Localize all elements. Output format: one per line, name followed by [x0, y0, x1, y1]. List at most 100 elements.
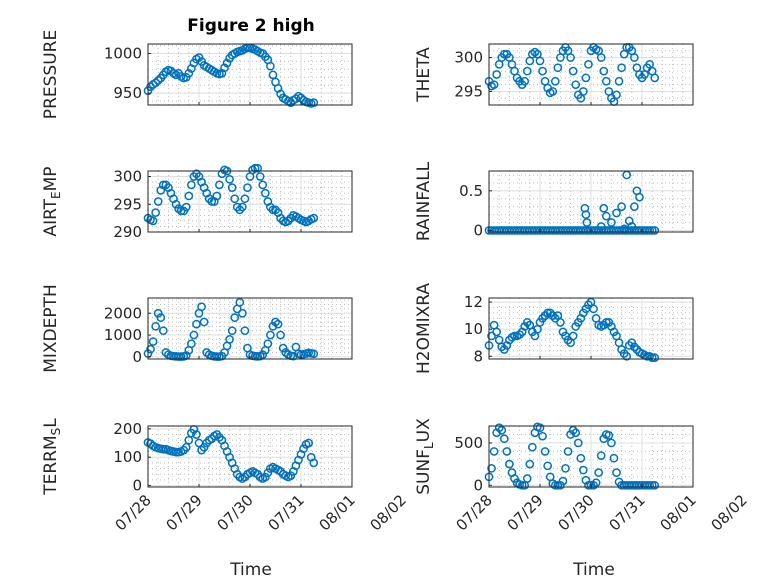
air-temp-data-point	[309, 213, 319, 223]
mixdepth-data-point	[187, 339, 196, 349]
terr-msl-x-tick-label: 07/28	[112, 491, 155, 534]
mixdepth-y-tick-label: 0	[132, 348, 142, 366]
sun-flux-data-point	[561, 464, 570, 473]
theta-data-point	[601, 76, 611, 86]
sun-flux-data-point	[584, 480, 593, 490]
air-temp-data-point	[171, 199, 181, 209]
h2omixra-data-point	[492, 327, 501, 337]
mixdepth-data-point	[278, 343, 288, 353]
rainfall-data-point	[612, 208, 621, 218]
theta-data-point	[553, 63, 563, 73]
air-temp-data-point	[230, 194, 240, 204]
sun-flux-data-point	[517, 480, 527, 490]
theta-y-tick-label: 295	[454, 82, 483, 100]
subplot-air-temp: 290 295 300 AIRTEMP	[41, 163, 353, 241]
air-temp-data-point	[258, 180, 268, 190]
air-temp-data-point	[253, 163, 262, 173]
mixdepth-data-point	[268, 321, 278, 331]
sun-flux-data-point	[596, 451, 606, 461]
terr-msl-data-point	[171, 447, 181, 457]
air-temp-data-point	[240, 194, 250, 204]
mixdepth-data-point	[156, 313, 166, 322]
h2omixra-data-point	[650, 353, 660, 362]
h2omixra-data-point	[522, 318, 532, 327]
air-temp-y-tick-label: 295	[113, 195, 142, 213]
mixdepth-data-point	[192, 319, 201, 329]
sun-flux-data-point	[543, 461, 553, 471]
h2omixra-y-axis-label: H2OMIXRA	[414, 283, 434, 374]
sun-flux-data-point	[538, 431, 547, 441]
air-temp-y-axis-label-subscript: E	[49, 191, 63, 199]
subplot-mixdepth: 0 1000 2000 MIXDEPTH	[41, 284, 353, 373]
h2omixra-data-point	[497, 342, 507, 352]
sun-flux-data-point	[505, 459, 514, 469]
terr-msl-data-point	[304, 438, 313, 448]
mixdepth-data-point	[240, 326, 250, 336]
rainfall-y-tick-label: 0	[473, 221, 483, 239]
subplot-sun-flux: 0 500 07/28 07/29 07/30 07/31 08/01 08/02 SUNFLU…	[414, 418, 751, 535]
mixdepth-data-point	[151, 321, 160, 331]
mixdepth-data-point	[276, 330, 285, 340]
sun-flux-data-point	[525, 459, 535, 469]
air-temp-data-point	[148, 216, 158, 226]
theta-data-point	[538, 66, 547, 76]
terr-msl-y-axis-label-rest: L	[41, 418, 61, 428]
terr-msl-x-tick-label: 07/29	[163, 491, 206, 534]
sun-flux-x-tick-label: 08/02	[708, 491, 751, 534]
air-temp-y-tick-label: 290	[113, 223, 142, 241]
rainfall-data-point	[647, 226, 657, 235]
sun-flux-data-point	[650, 480, 660, 490]
h2omixra-data-point	[624, 341, 634, 350]
mixdepth-data-point	[148, 337, 158, 346]
air-temp-data-point	[255, 172, 265, 181]
sun-flux-data-point	[645, 480, 655, 490]
sun-flux-data-point	[497, 425, 507, 435]
theta-data-point	[520, 76, 530, 86]
h2omixra-data-point	[630, 342, 639, 352]
mixdepth-data-point	[153, 308, 163, 318]
terr-msl-x-tick-label: 07/31	[265, 491, 308, 534]
subplot-rainfall: 0 0.5 RAINFALL	[414, 161, 694, 241]
air-temp-data-point	[250, 163, 260, 173]
mixdepth-data-point	[197, 302, 206, 312]
sun-flux-data-point	[558, 476, 568, 486]
sun-flux-data-point	[489, 447, 499, 456]
sun-flux-data-point	[579, 465, 588, 475]
sun-flux-data-point	[550, 480, 560, 490]
sun-flux-data-point	[581, 475, 591, 485]
h2omixra-data-point	[622, 351, 632, 361]
air-temp-y-axis-label-rest: MP	[41, 166, 61, 191]
sun-flux-data-point	[568, 425, 578, 435]
mixdepth-data-point	[273, 319, 283, 329]
air-temp-data-point	[212, 191, 222, 201]
x-axis-label-right: Time	[572, 560, 615, 580]
terr-msl-y-tick-label: 100	[113, 448, 142, 466]
theta-data-point	[492, 70, 501, 79]
sun-flux-data-point	[492, 428, 501, 438]
air-temp-data-point	[238, 202, 247, 212]
sun-flux-data-point	[499, 434, 509, 444]
sun-flux-data-point	[576, 453, 586, 463]
sun-flux-data-point	[553, 480, 563, 490]
theta-data-point	[584, 59, 593, 69]
mixdepth-data-point	[146, 344, 155, 354]
h2omixra-data-point	[619, 349, 629, 358]
air-temp-data-point	[151, 208, 160, 217]
sun-flux-data-point	[510, 474, 519, 483]
rainfall-y-tick-label: 0.5	[459, 182, 483, 200]
h2omixra-data-point	[556, 318, 565, 327]
mixdepth-data-point	[225, 335, 234, 344]
terr-msl-x-tick-label: 07/30	[214, 491, 257, 534]
air-temp-data-point	[225, 174, 234, 184]
sun-flux-y-axis-label-subscript: L	[422, 442, 436, 449]
pressure-data-point	[151, 78, 160, 88]
h2omixra-data-point	[589, 304, 598, 314]
air-temp-y-axis-label-main: AIRT	[41, 198, 61, 236]
terr-msl-y-axis-label-subscript: S	[49, 428, 63, 436]
sun-flux-y-axis-label: SUNFLUX	[414, 418, 436, 495]
pressure-y-axis-label: PRESSURE	[41, 30, 61, 119]
sun-flux-y-axis-label-main: SUNF	[414, 449, 434, 495]
x-axis-label-left: Time	[229, 560, 272, 580]
theta-data-point	[614, 76, 624, 86]
pressure-data-point	[266, 61, 275, 71]
